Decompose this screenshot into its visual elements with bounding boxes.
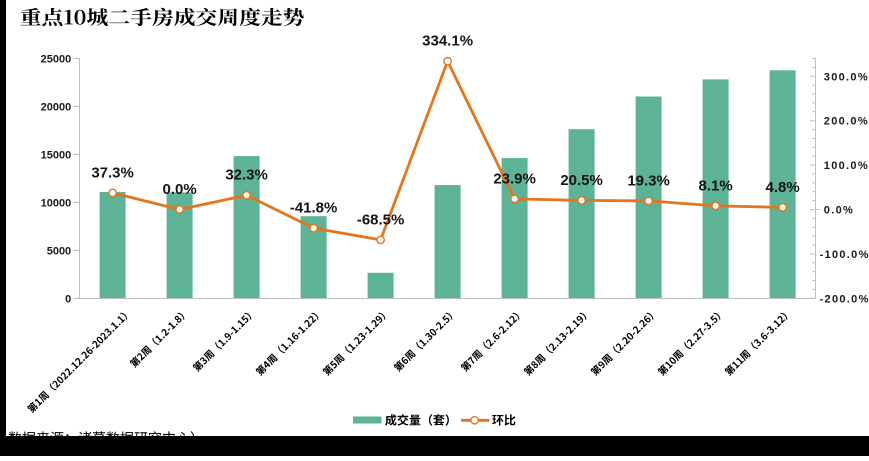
svg-text:32.3%: 32.3% — [225, 167, 268, 184]
svg-text:-100.0%: -100.0% — [820, 249, 869, 261]
svg-text:0: 0 — [65, 294, 71, 306]
svg-text:23.9%: 23.9% — [493, 170, 536, 187]
svg-text:100.0%: 100.0% — [824, 160, 869, 172]
svg-text:19.3%: 19.3% — [627, 172, 670, 189]
svg-text:25000: 25000 — [41, 54, 72, 66]
svg-text:300.0%: 300.0% — [824, 71, 869, 83]
svg-text:5000: 5000 — [47, 246, 71, 258]
svg-text:334.1%: 334.1% — [422, 33, 473, 50]
svg-text:15000: 15000 — [41, 150, 72, 162]
svg-text:-200.0%: -200.0% — [820, 293, 869, 305]
svg-text:4.8%: 4.8% — [765, 179, 799, 196]
svg-text:0.0%: 0.0% — [162, 181, 196, 198]
svg-text:-68.5%: -68.5% — [357, 211, 405, 228]
svg-text:20000: 20000 — [41, 102, 72, 114]
svg-text:10000: 10000 — [41, 198, 72, 210]
svg-text:8.1%: 8.1% — [698, 177, 732, 194]
svg-text:20.5%: 20.5% — [560, 172, 603, 189]
svg-text:0.0%: 0.0% — [824, 205, 854, 217]
svg-text:37.3%: 37.3% — [91, 164, 134, 181]
svg-text:200.0%: 200.0% — [824, 116, 869, 128]
svg-text:-41.8%: -41.8% — [290, 200, 338, 217]
